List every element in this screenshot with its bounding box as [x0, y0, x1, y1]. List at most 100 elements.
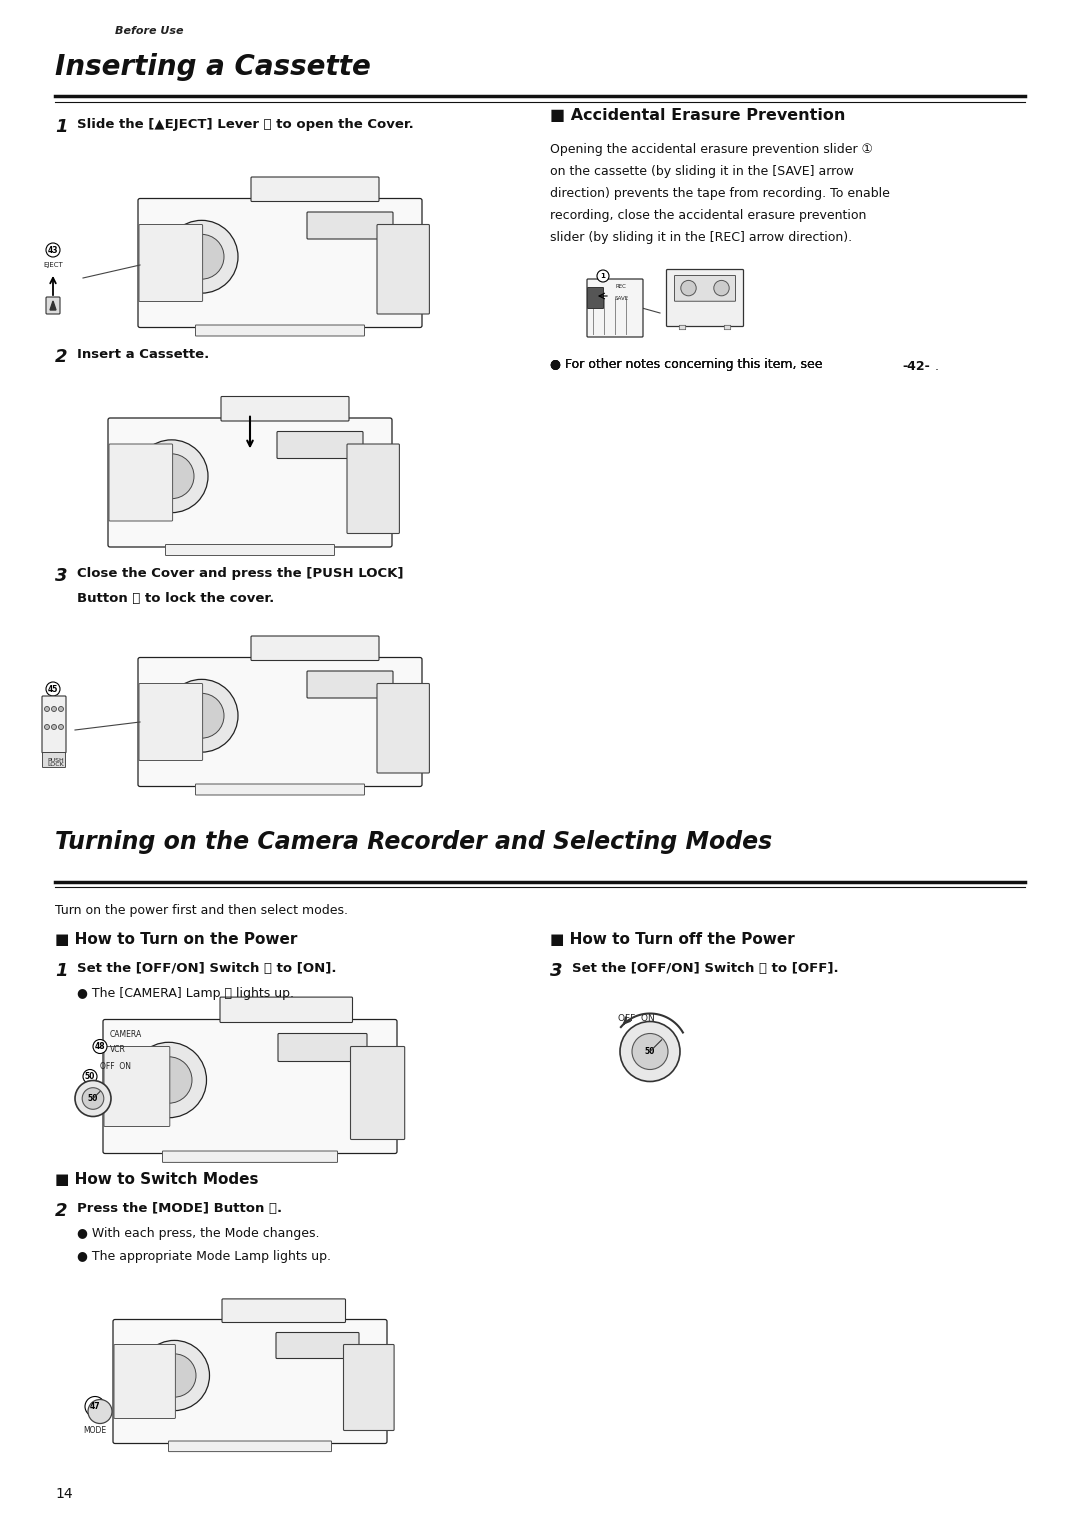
Text: ■ How to Turn off the Power: ■ How to Turn off the Power [550, 931, 795, 946]
Circle shape [165, 679, 238, 752]
FancyBboxPatch shape [276, 432, 363, 458]
FancyBboxPatch shape [104, 1047, 170, 1126]
Text: 1: 1 [55, 118, 67, 136]
Text: Before Use: Before Use [114, 26, 184, 37]
Text: MODE: MODE [83, 1425, 107, 1434]
Text: 50: 50 [87, 1094, 98, 1103]
Circle shape [632, 1033, 669, 1070]
Circle shape [179, 693, 224, 739]
Text: ■ Accidental Erasure Prevention: ■ Accidental Erasure Prevention [550, 108, 846, 124]
Circle shape [135, 439, 208, 513]
Text: 48: 48 [95, 1042, 106, 1051]
Circle shape [44, 725, 50, 729]
Circle shape [179, 235, 224, 279]
Text: OFF  ON: OFF ON [618, 1013, 654, 1022]
Text: 43: 43 [48, 246, 58, 255]
FancyBboxPatch shape [138, 658, 422, 786]
Text: ● With each press, the Mode changes.: ● With each press, the Mode changes. [77, 1227, 320, 1239]
FancyBboxPatch shape [278, 1033, 367, 1062]
Text: ■ How to Switch Modes: ■ How to Switch Modes [55, 1172, 258, 1187]
Text: ● For other notes concerning this item, see: ● For other notes concerning this item, … [550, 359, 826, 371]
Text: 1: 1 [55, 961, 67, 980]
Text: Inserting a Cassette: Inserting a Cassette [55, 53, 370, 81]
FancyBboxPatch shape [347, 444, 400, 534]
FancyBboxPatch shape [220, 996, 352, 1022]
FancyBboxPatch shape [377, 684, 430, 774]
Text: Button ⓤ to lock the cover.: Button ⓤ to lock the cover. [77, 592, 274, 604]
Text: Set the [OFF/ON] Switch ⓴ to [ON].: Set the [OFF/ON] Switch ⓴ to [ON]. [77, 961, 337, 975]
Circle shape [44, 707, 50, 711]
FancyBboxPatch shape [108, 418, 392, 546]
Circle shape [83, 1070, 97, 1083]
Text: PUSH: PUSH [48, 757, 64, 763]
Circle shape [680, 281, 697, 296]
Circle shape [46, 243, 60, 256]
Circle shape [597, 270, 609, 282]
Circle shape [46, 682, 60, 696]
Circle shape [87, 1399, 112, 1424]
Text: ● The appropriate Mode Lamp lights up.: ● The appropriate Mode Lamp lights up. [77, 1250, 330, 1262]
Circle shape [82, 1088, 104, 1109]
FancyBboxPatch shape [343, 1344, 394, 1430]
Circle shape [139, 1340, 210, 1410]
FancyBboxPatch shape [46, 298, 60, 314]
FancyBboxPatch shape [588, 279, 643, 337]
FancyBboxPatch shape [222, 1299, 346, 1323]
Text: 3: 3 [550, 961, 563, 980]
FancyBboxPatch shape [195, 784, 365, 795]
Circle shape [93, 1039, 107, 1053]
Text: ● For other notes concerning this item, see: ● For other notes concerning this item, … [550, 359, 826, 371]
Circle shape [165, 220, 238, 293]
Text: 50: 50 [85, 1071, 95, 1080]
FancyBboxPatch shape [113, 1320, 387, 1444]
FancyBboxPatch shape [588, 287, 604, 308]
FancyBboxPatch shape [221, 397, 349, 421]
FancyBboxPatch shape [377, 224, 430, 314]
Text: REC: REC [615, 284, 626, 288]
Circle shape [149, 453, 194, 499]
Text: 14: 14 [55, 1486, 72, 1502]
FancyBboxPatch shape [666, 270, 743, 327]
Text: direction) prevents the tape from recording. To enable: direction) prevents the tape from record… [550, 188, 890, 200]
Text: Turn on the power first and then select modes.: Turn on the power first and then select … [55, 903, 348, 917]
FancyBboxPatch shape [725, 325, 731, 330]
Text: 2: 2 [55, 348, 67, 366]
Circle shape [52, 707, 56, 711]
Text: Press the [MODE] Button ⓶.: Press the [MODE] Button ⓶. [77, 1201, 282, 1215]
Circle shape [639, 1041, 661, 1062]
Text: VCR: VCR [110, 1045, 126, 1054]
FancyBboxPatch shape [165, 545, 335, 555]
Text: 3: 3 [55, 568, 67, 584]
FancyBboxPatch shape [103, 1019, 397, 1154]
FancyBboxPatch shape [139, 224, 203, 302]
Circle shape [620, 1021, 680, 1082]
Circle shape [52, 725, 56, 729]
Circle shape [75, 1080, 111, 1117]
Circle shape [146, 1058, 192, 1103]
Text: -42-: -42- [902, 360, 930, 372]
Text: ■ How to Turn on the Power: ■ How to Turn on the Power [55, 931, 297, 946]
Circle shape [86, 1093, 99, 1105]
Text: Set the [OFF/ON] Switch ⓴ to [OFF].: Set the [OFF/ON] Switch ⓴ to [OFF]. [572, 961, 839, 975]
Text: .: . [935, 360, 939, 372]
Text: SAVE: SAVE [615, 296, 630, 301]
Text: 2: 2 [55, 1201, 67, 1219]
Text: 45: 45 [48, 685, 58, 693]
FancyBboxPatch shape [307, 671, 393, 697]
Circle shape [58, 725, 64, 729]
Text: ● For other notes concerning this item, see: ● For other notes concerning this item, … [550, 359, 826, 371]
Text: CAMERA: CAMERA [110, 1030, 143, 1039]
FancyBboxPatch shape [276, 1332, 359, 1358]
Circle shape [152, 1354, 195, 1398]
Text: EJECT: EJECT [43, 262, 63, 269]
Text: Insert a Cassette.: Insert a Cassette. [77, 348, 210, 360]
FancyBboxPatch shape [162, 1151, 337, 1163]
FancyBboxPatch shape [251, 636, 379, 661]
Text: Close the Cover and press the [PUSH LOCK]: Close the Cover and press the [PUSH LOCK… [77, 568, 404, 580]
Text: on the cassette (by sliding it in the [SAVE] arrow: on the cassette (by sliding it in the [S… [550, 165, 854, 179]
Circle shape [714, 281, 729, 296]
FancyBboxPatch shape [138, 198, 422, 328]
Text: Turning on the Camera Recorder and Selecting Modes: Turning on the Camera Recorder and Selec… [55, 830, 772, 853]
Text: LOCK: LOCK [48, 761, 64, 766]
Polygon shape [50, 301, 56, 310]
